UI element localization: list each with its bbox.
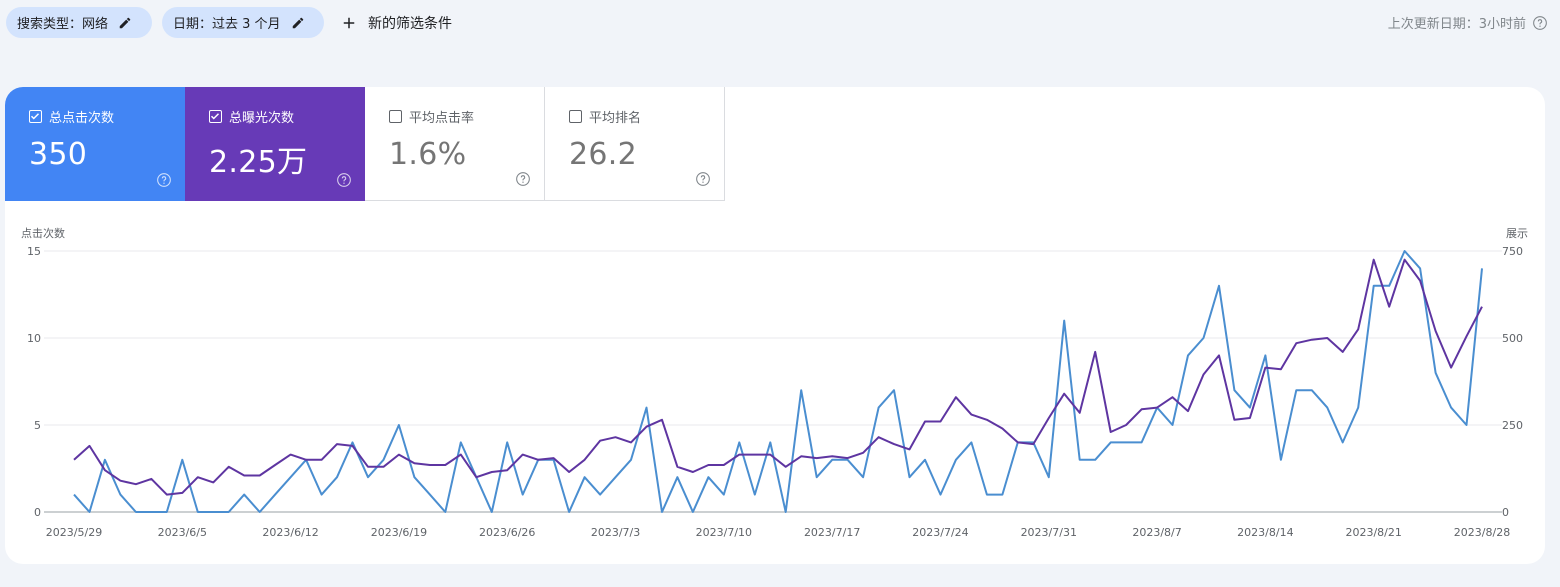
left-tick-label: 15: [27, 245, 41, 258]
left-tick-label: 0: [34, 506, 41, 519]
metric-value: 350: [29, 137, 88, 172]
search-type-filter-label: 搜索类型：网络: [17, 17, 109, 32]
last-updated-text: 上次更新日期：3小时前: [1387, 17, 1526, 32]
x-tick-label: 2023/7/3: [591, 526, 640, 539]
help-icon[interactable]: [336, 172, 352, 188]
x-tick-label: 2023/7/24: [912, 526, 968, 539]
metric-total-clicks[interactable]: 总点击次数 350: [5, 87, 185, 201]
add-filter-label: 新的筛选条件: [368, 15, 452, 32]
help-icon[interactable]: [515, 171, 531, 187]
pencil-icon[interactable]: [118, 16, 132, 30]
x-tick-label: 2023/8/14: [1237, 526, 1293, 539]
x-tick-label: 2023/6/26: [479, 526, 535, 539]
last-updated: 上次更新日期：3小时前: [1388, 7, 1548, 38]
help-icon[interactable]: [1532, 15, 1548, 31]
right-tick-label: 750: [1502, 245, 1523, 258]
metric-label: 平均点击率: [409, 110, 475, 126]
x-tick-label: 2023/7/10: [696, 526, 752, 539]
checkbox-checked-icon[interactable]: [209, 109, 222, 123]
performance-card: 总点击次数 350 总曝光次数 2.25万 平均点击率 1.6% 平均排名 26…: [5, 87, 1545, 564]
checkbox-unchecked-icon[interactable]: [389, 109, 402, 123]
metric-average-position[interactable]: 平均排名 26.2: [545, 87, 725, 201]
x-tick-label: 2023/8/21: [1345, 526, 1401, 539]
metric-label: 总点击次数: [49, 110, 115, 126]
left-axis-label: 点击次数: [21, 226, 65, 240]
metric-average-ctr[interactable]: 平均点击率 1.6%: [365, 87, 545, 201]
x-tick-label: 2023/6/5: [158, 526, 207, 539]
right-tick-label: 500: [1502, 332, 1523, 345]
x-tick-label: 2023/5/29: [46, 526, 102, 539]
filter-bar: 搜索类型：网络 日期：过去 3 个月 新的筛选条件 上次更新日期：3小时前: [0, 0, 1560, 46]
left-tick-label: 5: [34, 419, 41, 432]
metric-value: 1.6%: [389, 137, 467, 172]
help-icon[interactable]: [156, 172, 172, 188]
left-tick-label: 10: [27, 332, 41, 345]
x-tick-label: 2023/7/31: [1021, 526, 1077, 539]
right-tick-label: 250: [1502, 419, 1523, 432]
pencil-icon[interactable]: [291, 16, 305, 30]
impressions-series-line: [73, 258, 1483, 496]
checkbox-checked-icon[interactable]: [29, 109, 42, 123]
metric-value: 2.25万: [209, 145, 308, 180]
right-tick-label: 0: [1502, 506, 1509, 519]
x-tick-label: 2023/6/12: [262, 526, 318, 539]
clicks-series-line: [73, 250, 1483, 513]
add-filter-button[interactable]: 新的筛选条件: [340, 7, 452, 38]
metric-value: 26.2: [569, 137, 637, 172]
performance-chart[interactable]: 点击次数 展示 0 5 10 15 0 250 500 750 2023/5/29 2023/6/…: [5, 87, 1545, 564]
help-icon[interactable]: [695, 171, 711, 187]
metric-label: 平均排名: [589, 110, 642, 126]
checkbox-unchecked-icon[interactable]: [569, 109, 582, 123]
x-tick-label: 2023/8/28: [1454, 526, 1510, 539]
x-tick-label: 2023/7/17: [804, 526, 860, 539]
right-axis-label: 展示: [1506, 227, 1528, 240]
search-type-filter-chip[interactable]: 搜索类型：网络: [6, 7, 152, 38]
metric-total-impressions[interactable]: 总曝光次数 2.25万: [185, 87, 365, 201]
date-filter-chip[interactable]: 日期：过去 3 个月: [162, 7, 324, 38]
date-filter-label: 日期：过去 3 个月: [173, 17, 281, 32]
x-tick-label: 2023/6/19: [371, 526, 427, 539]
metric-label: 总曝光次数: [229, 110, 295, 126]
x-tick-label: 2023/8/7: [1132, 526, 1181, 539]
plus-icon: [343, 17, 355, 28]
